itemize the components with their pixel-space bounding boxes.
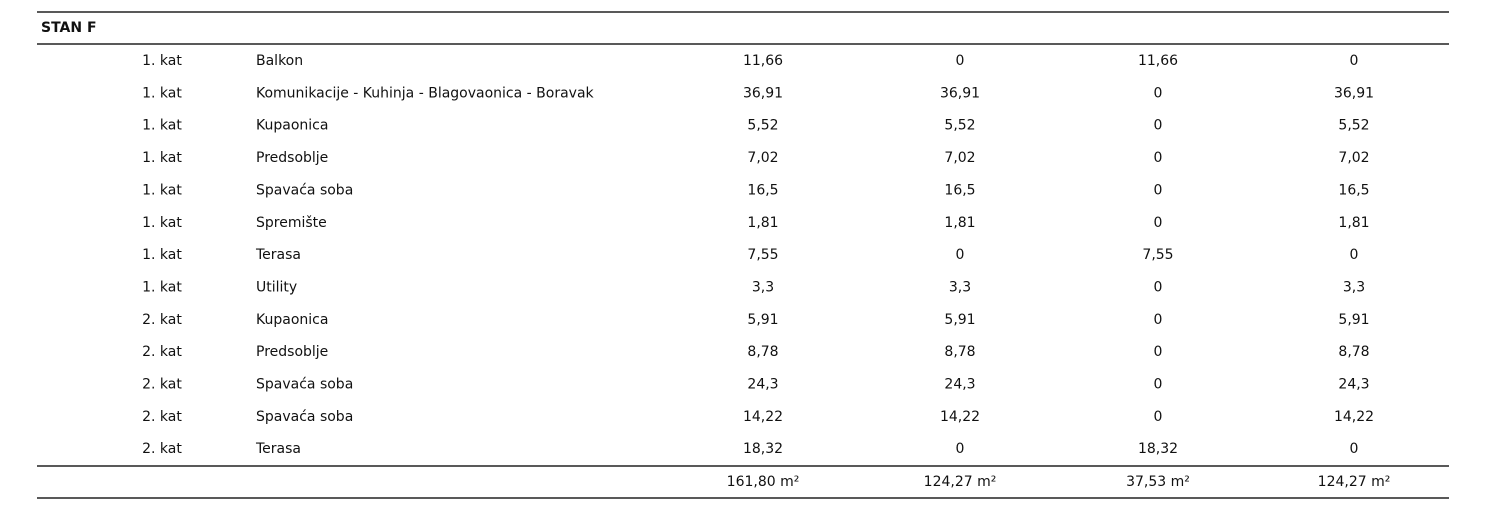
area-value: 3,3 [752,279,774,295]
room: Utility [256,279,297,295]
area-value: 7,55 [1142,247,1173,263]
area-value: 5,52 [747,118,778,134]
total-value: 161,80 m² [727,474,800,490]
total-value: 37,53 m² [1126,474,1190,490]
room: Balkon [256,53,303,69]
area-value: 0 [956,441,965,457]
area-value: 0 [1154,279,1163,295]
room: Spavaća soba [256,409,353,425]
area-value: 7,55 [747,247,778,263]
floor: 1. kat [142,215,182,231]
floor: 1. kat [142,53,182,69]
area-value: 0 [1154,312,1163,328]
area-value: 5,91 [1338,312,1369,328]
area-value: 14,22 [1334,409,1374,425]
room: Predsoblje [256,344,328,360]
area-value: 36,91 [940,85,980,101]
room: Predsoblje [256,150,328,166]
area-value: 0 [1154,118,1163,134]
area-value: 3,3 [949,279,971,295]
area-value: 0 [1154,215,1163,231]
area-value: 8,78 [944,344,975,360]
area-value: 7,02 [747,150,778,166]
area-value: 0 [956,53,965,69]
room: Kupaonica [256,118,328,134]
area-value: 0 [956,247,965,263]
floor: 2. kat [142,377,182,393]
total-value: 124,27 m² [1318,474,1391,490]
area-value: 7,02 [1338,150,1369,166]
floor: 2. kat [142,441,182,457]
area-value: 14,22 [940,409,980,425]
area-value: 18,32 [743,441,783,457]
area-value: 16,5 [1338,182,1369,198]
floor: 1. kat [142,182,182,198]
room: Spremište [256,215,327,231]
area-value: 5,52 [944,118,975,134]
area-value: 5,91 [747,312,778,328]
room: Terasa [255,247,301,263]
area-value: 16,5 [747,182,778,198]
area-value: 0 [1154,182,1163,198]
floor: 2. kat [142,344,182,360]
area-value: 5,52 [1338,118,1369,134]
total-value: 124,27 m² [924,474,997,490]
area-value: 0 [1154,377,1163,393]
area-value: 1,81 [944,215,975,231]
floor: 1. kat [142,279,182,295]
area-value: 14,22 [743,409,783,425]
area-value: 18,32 [1138,441,1178,457]
area-value: 8,78 [1338,344,1369,360]
floor: 2. kat [142,409,182,425]
area-value: 16,5 [944,182,975,198]
area-value: 0 [1350,441,1359,457]
room: Kupaonica [256,312,328,328]
area-value: 24,3 [747,377,778,393]
floor: 1. kat [142,118,182,134]
room: Spavaća soba [256,377,353,393]
section-title: STAN F [41,20,97,36]
area-value: 24,3 [1338,377,1369,393]
area-value: 0 [1350,53,1359,69]
room: Spavaća soba [256,182,353,198]
floor: 1. kat [142,85,182,101]
area-value: 0 [1154,344,1163,360]
area-value: 1,81 [747,215,778,231]
area-value: 36,91 [1334,85,1374,101]
floor: 1. kat [142,150,182,166]
area-value: 11,66 [743,53,783,69]
room: Komunikacije - Kuhinja - Blagovaonica - … [256,85,595,101]
floor: 2. kat [142,312,182,328]
room: Terasa [255,441,301,457]
area-value: 1,81 [1338,215,1369,231]
area-value: 0 [1154,150,1163,166]
area-value: 0 [1154,85,1163,101]
area-value: 8,78 [747,344,778,360]
area-value: 7,02 [944,150,975,166]
area-value: 24,3 [944,377,975,393]
area-value: 0 [1350,247,1359,263]
area-value: 36,91 [743,85,783,101]
area-value: 0 [1154,409,1163,425]
area-value: 5,91 [944,312,975,328]
floor: 1. kat [142,247,182,263]
area-value: 3,3 [1343,279,1365,295]
area-value: 11,66 [1138,53,1178,69]
